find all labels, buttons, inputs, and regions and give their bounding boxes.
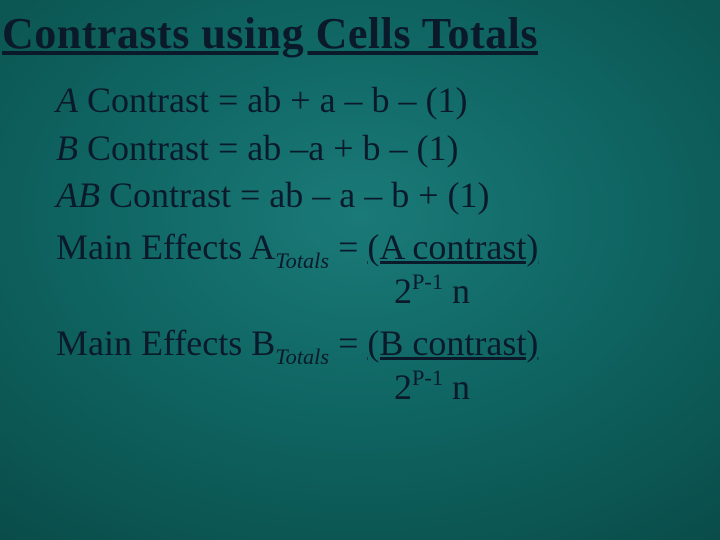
main-b-prefix: Main Effects B (56, 323, 275, 363)
contrast-a-line: A Contrast = ab + a – b – (1) (56, 77, 720, 125)
main-a-denominator: 2P-1 n (56, 268, 720, 316)
slide-content: A Contrast = ab + a – b – (1) B Contrast… (0, 77, 720, 412)
main-effects-a-line: Main Effects ATotals = (A contrast) (56, 224, 720, 275)
main-effects-b-block: Main Effects BTotals = (B contrast) 2P-1… (56, 320, 720, 412)
contrast-b-label: B (56, 128, 78, 168)
contrast-a-expr: ab + a – b – (1) (247, 80, 467, 120)
contrast-ab-line: AB Contrast = ab – a – b + (1) (56, 172, 720, 220)
main-a-den-pre: 2 (394, 271, 412, 311)
contrast-b-expr: ab –a + b – (1) (247, 128, 458, 168)
main-a-sub: Totals (275, 248, 329, 273)
main-a-mid: = (329, 227, 367, 267)
main-b-numerator: (B contrast) (367, 323, 538, 363)
main-b-den-sup: P-1 (412, 365, 443, 390)
main-b-sub: Totals (275, 344, 329, 369)
main-b-denominator: 2P-1 n (56, 364, 720, 412)
main-a-numerator: (A contrast) (367, 227, 538, 267)
slide-title: Contrasts using Cells Totals (0, 8, 720, 59)
main-a-prefix: Main Effects A (56, 227, 275, 267)
contrast-ab-word: Contrast = (109, 175, 269, 215)
contrast-a-word: Contrast = (87, 80, 247, 120)
main-b-mid: = (329, 323, 367, 363)
slide: Contrasts using Cells Totals A Contrast … (0, 0, 720, 540)
contrast-ab-expr: ab – a – b + (1) (269, 175, 489, 215)
contrast-a-label: A (56, 80, 78, 120)
main-effects-b-line: Main Effects BTotals = (B contrast) (56, 320, 720, 371)
contrast-b-line: B Contrast = ab –a + b – (1) (56, 125, 720, 173)
main-a-den-sup: P-1 (412, 269, 443, 294)
main-b-den-post: n (443, 367, 470, 407)
contrast-b-word: Contrast = (87, 128, 247, 168)
main-a-den-post: n (443, 271, 470, 311)
main-effects-a-block: Main Effects ATotals = (A contrast) 2P-1… (56, 224, 720, 316)
contrast-ab-label: AB (56, 175, 100, 215)
main-b-den-pre: 2 (394, 367, 412, 407)
